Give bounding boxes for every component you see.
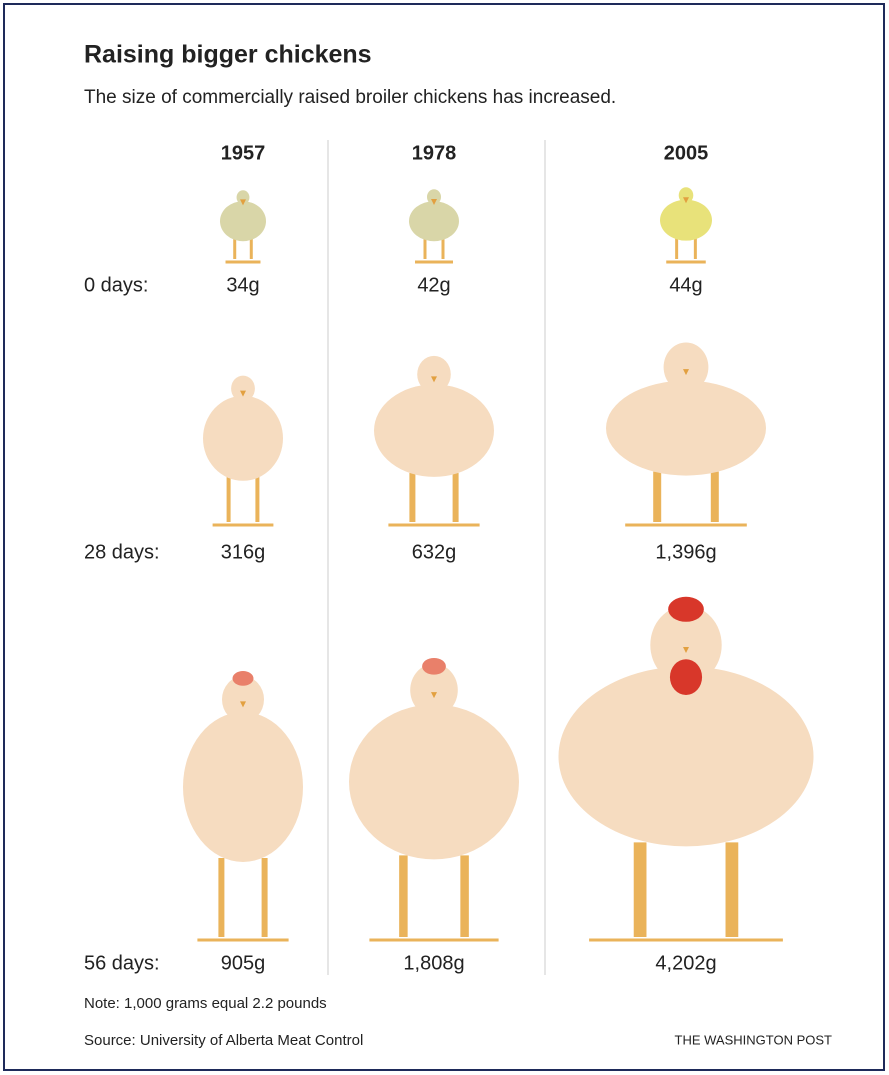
weight-label: 34g [226, 274, 259, 296]
body [183, 712, 303, 862]
comb [233, 671, 254, 686]
age-label: 56 days: [84, 952, 160, 974]
comb [668, 597, 704, 622]
comb [422, 658, 446, 675]
weight-label: 4,202g [655, 952, 716, 974]
body [220, 201, 266, 241]
body [349, 704, 519, 859]
weight-label: 42g [417, 274, 450, 296]
weight-label: 905g [221, 952, 266, 974]
year-heading: 1978 [412, 142, 457, 164]
head [417, 356, 451, 393]
infographic: Raising bigger chickens The size of comm… [0, 0, 889, 1075]
weight-label: 632g [412, 541, 457, 563]
wattle [670, 659, 702, 695]
body [606, 381, 766, 476]
weight-label: 44g [669, 274, 702, 296]
year-heading: 1957 [221, 142, 266, 164]
source: Source: University of Alberta Meat Contr… [84, 1032, 363, 1049]
year-heading: 2005 [664, 142, 709, 164]
weight-label: 1,808g [403, 952, 464, 974]
subtitle: The size of commercially raised broiler … [84, 87, 616, 108]
head [231, 376, 255, 402]
weight-label: 1,396g [655, 541, 716, 563]
note: Note: 1,000 grams equal 2.2 pounds [84, 995, 327, 1012]
body [409, 201, 459, 241]
head [664, 343, 709, 392]
credit: THE WASHINGTON POST [675, 1032, 833, 1047]
body [660, 200, 712, 241]
body [203, 396, 283, 481]
age-label: 28 days: [84, 541, 160, 563]
weight-label: 316g [221, 541, 266, 563]
title: Raising bigger chickens [84, 41, 372, 69]
body [374, 384, 494, 477]
age-label: 0 days: [84, 274, 148, 296]
